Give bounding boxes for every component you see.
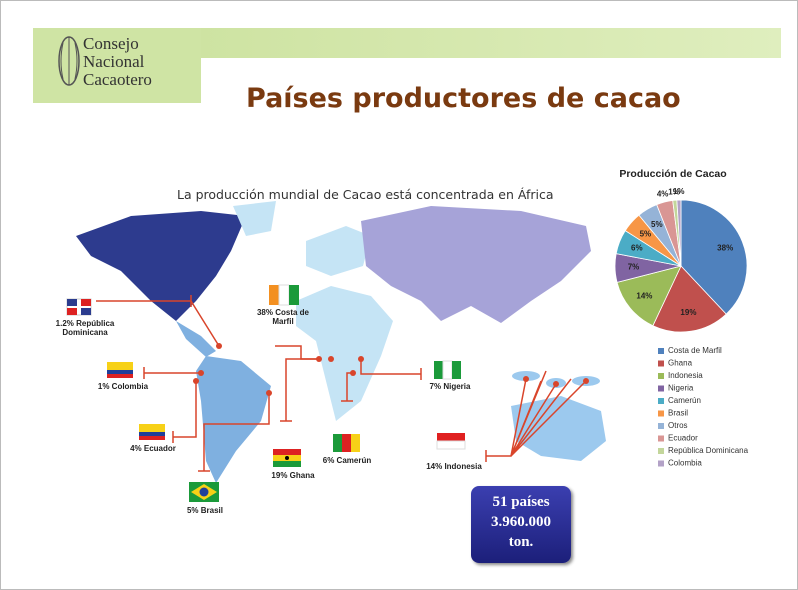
slide-title: Países productores de cacao: [246, 83, 681, 114]
legend-label: Ghana: [668, 359, 693, 368]
pie-title: Producción de Cacao: [619, 168, 726, 180]
legend-label: Nigeria: [668, 384, 694, 393]
subtitle: La producción mundial de Cacao está conc…: [177, 187, 554, 202]
south-america: [196, 356, 271, 483]
legend-swatch: [658, 435, 664, 442]
map-label: 38% Costa de Marfil: [256, 308, 310, 326]
africa: [296, 286, 393, 421]
flag-costa-marfil: [269, 284, 299, 306]
legend-swatch: [658, 460, 664, 467]
pie-label: 14%: [636, 291, 652, 300]
map-label: 14% Indonesia: [426, 462, 482, 471]
legend-swatch: [658, 385, 664, 392]
legend-swatch: [658, 360, 664, 367]
pie-slice: [652, 265, 727, 333]
legend-label: República Dominicana: [668, 446, 749, 455]
flag-camerun: [333, 434, 360, 452]
pie-slice: [676, 199, 682, 267]
flag-nigeria: [434, 360, 461, 380]
map-label: 4% Ecuador: [130, 444, 176, 453]
pie-label: 7%: [628, 263, 640, 272]
logo-text: Cacaotero: [83, 70, 152, 89]
legend-label: Camerún: [668, 396, 701, 405]
legend-swatch: [658, 348, 664, 354]
legend-label: Brasil: [668, 409, 688, 418]
flag-indonesia: [436, 433, 466, 450]
pie-label: 1%: [673, 187, 685, 196]
asia: [361, 206, 591, 323]
pie-label: 6%: [631, 244, 643, 253]
europe: [306, 226, 371, 276]
pie-slice: [680, 199, 748, 315]
australia: [511, 396, 606, 461]
pie-slice: [616, 265, 682, 327]
central-america: [176, 321, 216, 357]
map-label: 1.2% República Dominicana: [55, 319, 115, 337]
legend-label: Ecuador: [668, 434, 698, 443]
legend-swatch: [658, 410, 664, 417]
world-map: [76, 201, 606, 483]
pie-label: 5%: [651, 220, 663, 229]
north-america: [76, 211, 246, 321]
legend-label: Indonesia: [668, 371, 703, 380]
legend-label: Colombia: [668, 459, 702, 468]
pie-label: 4%: [657, 190, 669, 199]
legend-label: Costa de Marfil: [668, 346, 722, 355]
flag-ecuador: [139, 424, 165, 440]
pie-label: 19%: [680, 308, 696, 317]
map-label: 6% Camerún: [322, 456, 372, 465]
pie-label: 1%: [668, 188, 680, 197]
map-label: 7% Nigeria: [429, 382, 471, 391]
logo-text: Consejo: [83, 34, 139, 53]
flag-colombia: [107, 362, 133, 378]
badge: 51 países 3.960.000 ton.: [471, 486, 571, 563]
pie-label: 5%: [640, 230, 652, 239]
flag-brasil: [189, 482, 219, 502]
flag-ghana: [273, 449, 301, 467]
pie-label: 38%: [717, 244, 733, 253]
legend-swatch: [658, 423, 664, 429]
map-label: 5% Brasil: [186, 506, 224, 515]
dots: [193, 343, 589, 396]
flag-dominicana: [66, 298, 92, 316]
legend-swatch: [658, 398, 664, 404]
badge-line: 51 países: [492, 494, 550, 510]
legend-swatch: [658, 448, 664, 454]
badge-line: 3.960.000: [491, 514, 551, 530]
logo-text: Nacional: [83, 52, 145, 71]
flags: [66, 284, 466, 502]
map-label: 19% Ghana: [271, 471, 315, 480]
map-label: 1% Colombia: [97, 382, 149, 391]
badge-line: ton.: [508, 534, 534, 550]
connectors: [96, 295, 587, 472]
logo-pod-lines: [60, 37, 78, 85]
legend-swatch: [658, 373, 664, 379]
greenland: [233, 201, 276, 236]
legend-label: Otros: [668, 421, 688, 430]
